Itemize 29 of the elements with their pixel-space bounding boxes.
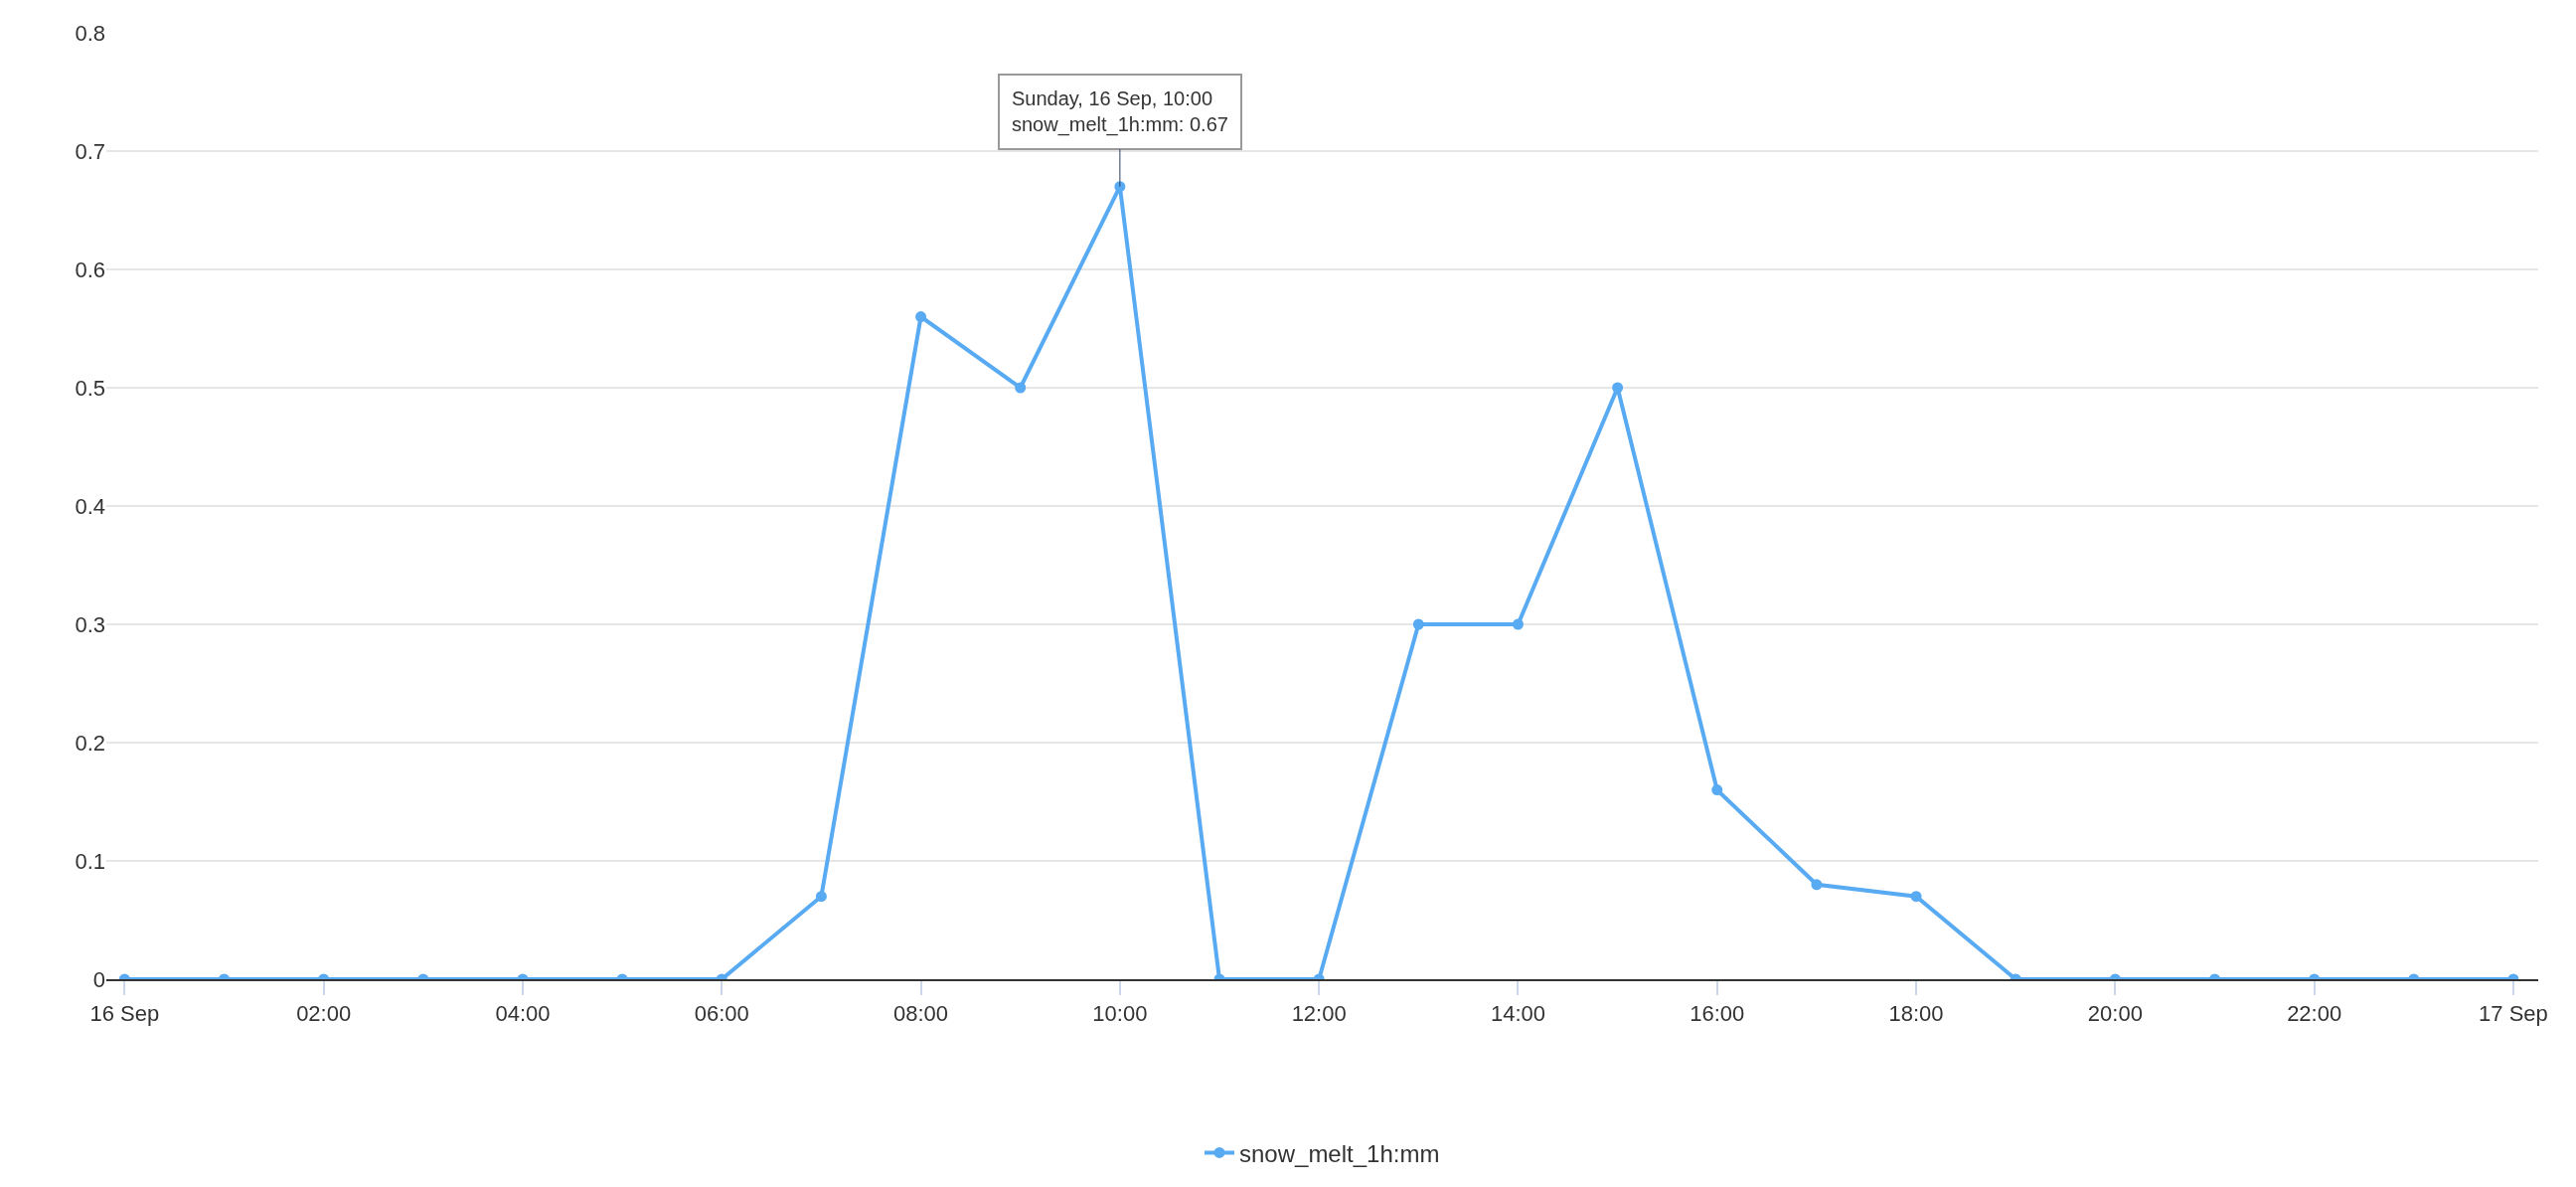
x-tick-label: 06:00 [694, 1001, 749, 1027]
x-tick-label: 16:00 [1690, 1001, 1745, 1027]
point [1512, 618, 1524, 630]
annotation: Sunday, 16 Sep, 10:00 snow_melt_1h:mm: 0.67 [1012, 87, 1228, 136]
y-tick-label: 0.6 [75, 256, 105, 282]
x-tick-label: 18:00 [1888, 1001, 1944, 1027]
y-tick-label: 0.1 [75, 848, 105, 874]
x-tick-label: 16 Sep [89, 1001, 160, 1027]
point [1015, 382, 1027, 394]
y-tick-label: 0.4 [75, 493, 105, 519]
point [1612, 382, 1624, 394]
y-tick-label: 0.3 [75, 611, 105, 637]
y-tick-label: 0.2 [75, 730, 105, 756]
x-tick-label: 20:00 [2087, 1001, 2143, 1027]
x-tick-label: 14:00 [1490, 1001, 1545, 1027]
legend-label: snow_melt_1h:mm [1239, 1139, 1440, 1167]
x-tick-label: 12:00 [1291, 1001, 1347, 1027]
x-tick-label: 02:00 [296, 1001, 352, 1027]
point [1412, 618, 1424, 630]
x-tick-label: 10:00 [1092, 1001, 1148, 1027]
y-tick-label: 0.8 [75, 20, 105, 46]
y-tick-label: 0.5 [75, 375, 105, 401]
point [915, 311, 927, 323]
y-tick-label: 0 [92, 966, 105, 992]
x-tick-label: 04:00 [495, 1001, 551, 1027]
y-tick-label: 0.7 [75, 138, 105, 164]
x-tick-label: 22:00 [2287, 1001, 2342, 1027]
x-tick-label: 08:00 [893, 1001, 949, 1027]
x-tick-label: 17 Sep [2479, 1001, 2548, 1027]
